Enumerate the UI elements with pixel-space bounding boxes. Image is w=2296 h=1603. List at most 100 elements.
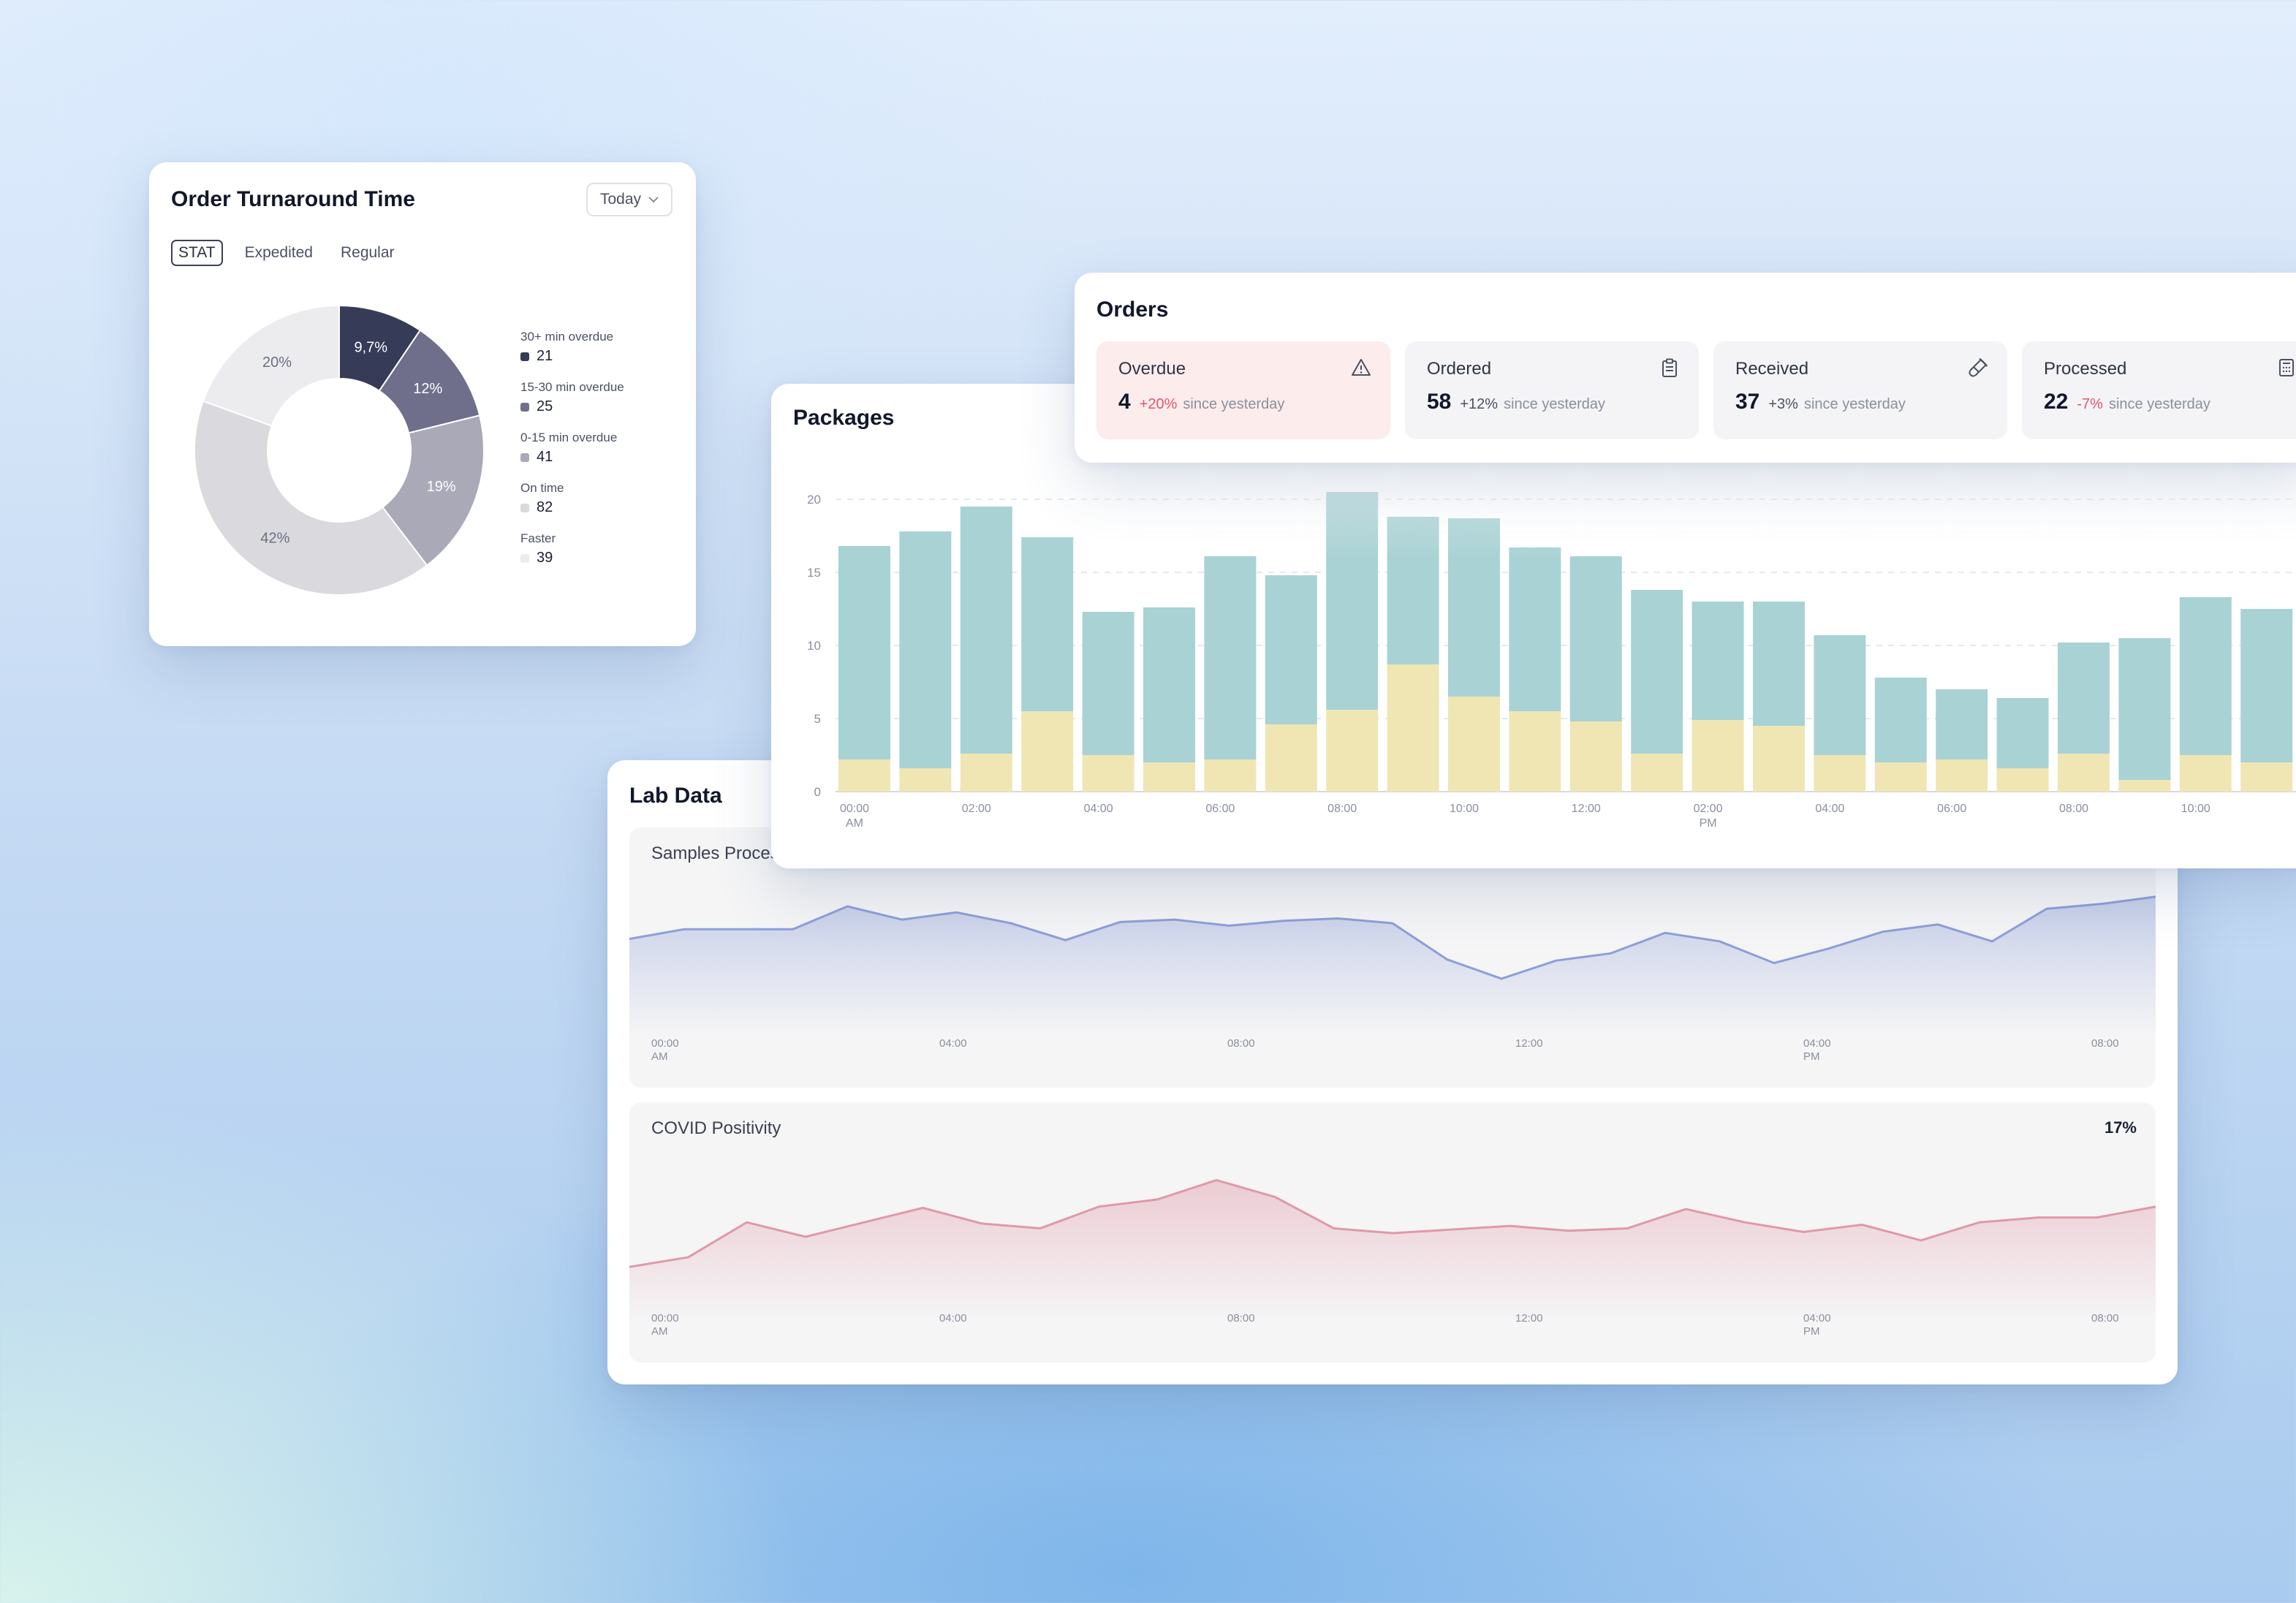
- x-tick-label: 00:00: [651, 1037, 679, 1050]
- x-tick-label: 10:00: [2181, 803, 2210, 815]
- x-tick-period: PM: [1700, 817, 1717, 830]
- bar-segment-lower: [2240, 762, 2293, 792]
- donut-slice-label: 9,7%: [354, 339, 387, 355]
- bar-segment-upper: [1874, 678, 1927, 762]
- bar-segment-upper: [2240, 609, 2293, 762]
- donut-slice: [194, 400, 428, 596]
- legend-swatch: [520, 503, 529, 512]
- period-dropdown[interactable]: Today: [586, 183, 672, 216]
- x-tick-label: 08:00: [1227, 1312, 1255, 1325]
- bar-segment-lower: [1143, 762, 1195, 792]
- x-tick-period: AM: [651, 1050, 668, 1063]
- bar-segment-upper: [899, 531, 952, 768]
- x-tick-label: 06:00: [1937, 803, 1966, 815]
- bar-segment-lower: [1631, 754, 1683, 792]
- bar-segment-upper: [1265, 575, 1317, 724]
- legend-swatch: [520, 452, 529, 462]
- donut-slice-label: 20%: [262, 355, 292, 371]
- stat-since: since yesterday: [2108, 396, 2210, 412]
- covid-positivity-value: 17%: [2104, 1118, 2137, 1137]
- x-tick-period: AM: [651, 1325, 668, 1338]
- bar-segment-upper: [1753, 602, 1805, 726]
- bar-segment-upper: [1082, 612, 1134, 755]
- area-fill: [629, 1180, 2156, 1322]
- x-tick-label: 04:00: [939, 1037, 967, 1050]
- x-tick-label: 02:00: [1694, 803, 1723, 815]
- packages-card: Packages 0 5 10 15 20 00:00 AM 02:00 04:00 06:00 0…: [771, 384, 2296, 868]
- y-tick-label: 15: [807, 566, 821, 580]
- chevron-down-icon: [648, 197, 659, 203]
- tab-stat[interactable]: STAT: [171, 240, 223, 266]
- bar-segment-upper: [838, 546, 890, 759]
- stat-received[interactable]: Received 37 +3% since yesterday: [1713, 341, 2007, 439]
- donut-slice: [202, 304, 340, 427]
- stat-value: 4: [1118, 390, 1131, 414]
- bar-segment-upper: [1631, 590, 1683, 754]
- stat-label: Ordered: [1427, 359, 1492, 379]
- x-tick-label: 08:00: [2059, 803, 2088, 815]
- bar-segment-upper: [960, 507, 1012, 754]
- x-tick-label: 04:00: [939, 1312, 967, 1325]
- y-tick-label: 10: [807, 639, 821, 653]
- legend-label: 15-30 min overdue: [520, 380, 624, 394]
- x-tick-label: 04:00: [1803, 1312, 1831, 1325]
- donut-slice-label: 12%: [413, 381, 442, 397]
- test-tube-icon: [1969, 357, 1988, 377]
- packages-title: Packages: [793, 406, 895, 430]
- bar-segment-lower: [1387, 664, 1439, 792]
- stat-since: since yesterday: [1504, 396, 1606, 412]
- x-tick-label: 04:00: [1084, 803, 1113, 815]
- stat-since: since yesterday: [1803, 396, 1906, 412]
- bar-segment-lower: [1569, 721, 1622, 792]
- x-tick-label: 00:00: [651, 1312, 679, 1325]
- bar-segment-lower: [2058, 754, 2110, 792]
- tab-regular[interactable]: Regular: [340, 244, 395, 261]
- stat-processed[interactable]: Processed 22 -7% since yesterday: [2022, 341, 2296, 439]
- period-dropdown-label: Today: [599, 191, 642, 208]
- stat-change: +12%: [1460, 396, 1499, 412]
- packages-bar-chart: 0 5 10 15 20 00:00 AM 02:00 04:00 06:00 08:00 10:00…: [807, 457, 2296, 830]
- legend-swatch: [520, 553, 529, 563]
- x-tick-label: 12:00: [1572, 803, 1601, 815]
- bar-segment-lower: [960, 754, 1012, 792]
- bar-segment-lower: [1814, 755, 1866, 792]
- x-tick-label: 10:00: [1450, 803, 1479, 815]
- x-tick-label: 06:00: [1205, 803, 1235, 815]
- bar-segment-upper: [1143, 607, 1195, 762]
- x-tick-period: PM: [1803, 1050, 1820, 1063]
- bar-segment-lower: [2179, 755, 2232, 792]
- bar-segment-lower: [2118, 780, 2171, 792]
- bar-segment-lower: [1448, 697, 1500, 792]
- stat-ordered[interactable]: Ordered 58 +12% since yesterday: [1405, 341, 1699, 439]
- turnaround-title: Order Turnaround Time: [171, 187, 415, 211]
- covid-positivity-panel: 00:00 AM 04:00 08:00 12:00 04:00 PM 08:00 COVID…: [629, 1102, 2156, 1363]
- bar-segment-upper: [1936, 689, 1988, 759]
- legend-item-on-time: On time 82: [520, 480, 624, 516]
- legend-value: 39: [537, 550, 553, 566]
- area-fill: [629, 896, 2156, 1036]
- legend-item-30plus: 30+ min overdue 21: [520, 329, 624, 365]
- area-line: [629, 895, 2156, 980]
- tab-expedited[interactable]: Expedited: [244, 244, 313, 261]
- bar-segment-lower: [838, 759, 890, 792]
- bar-segment-lower: [1021, 711, 1074, 792]
- bar-segment-upper: [1569, 556, 1622, 721]
- area-line: [629, 1178, 2156, 1268]
- bar-segment-lower: [1326, 710, 1379, 792]
- legend-value: 41: [537, 449, 553, 465]
- bar-segment-lower: [1082, 755, 1134, 792]
- bar-segment-lower: [1996, 768, 2049, 792]
- legend-value: 25: [537, 398, 553, 414]
- stat-overdue[interactable]: Overdue 4 +20% since yesterday: [1096, 341, 1390, 439]
- bar-segment-lower: [899, 768, 952, 792]
- legend-swatch: [520, 402, 529, 412]
- overlap-shadow: [1075, 457, 2296, 559]
- x-tick-label: 08:00: [2091, 1312, 2119, 1325]
- legend-label: On time: [520, 481, 564, 495]
- stat-value: 37: [1735, 390, 1760, 414]
- y-tick-label: 0: [814, 785, 821, 799]
- x-tick-label: 12:00: [1515, 1312, 1543, 1325]
- turnaround-legend: 30+ min overdue 21 15-30 min overdue 25 …: [520, 329, 624, 581]
- y-tick-label: 20: [807, 493, 821, 507]
